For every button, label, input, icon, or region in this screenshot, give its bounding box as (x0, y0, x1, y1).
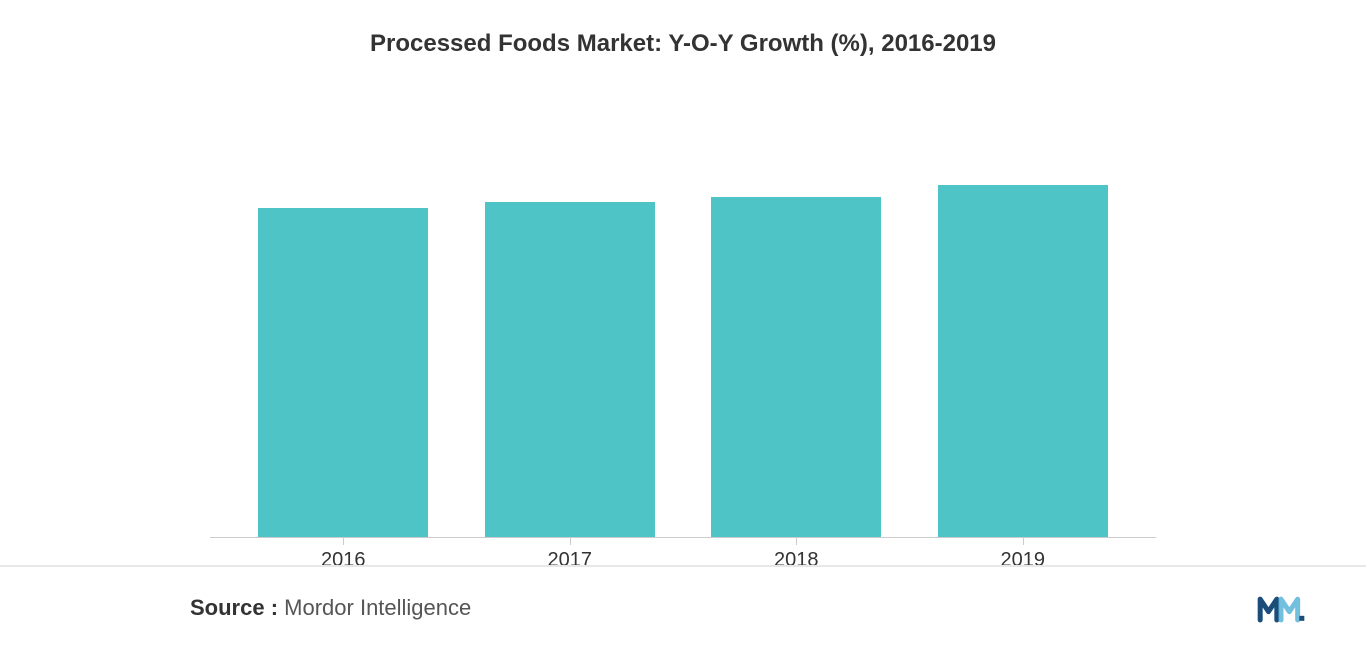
tick-mark (343, 537, 344, 545)
source-name: Mordor Intelligence (284, 595, 471, 620)
bar-label: 2016 (321, 549, 366, 572)
bar-group-2018: 2018 (683, 98, 910, 537)
chart-title: Processed Foods Market: Y-O-Y Growth (%)… (40, 30, 1326, 58)
bar-group-2019: 2019 (910, 98, 1137, 537)
logo-svg (1256, 590, 1306, 625)
footer: Source : Mordor Intelligence (190, 590, 1306, 625)
bar-group-2016: 2016 (230, 98, 457, 537)
footer-divider (0, 565, 1366, 567)
source-attribution: Source : Mordor Intelligence (190, 595, 471, 621)
bar-group-2017: 2017 (457, 98, 684, 537)
tick-mark (1023, 537, 1024, 545)
bar-label: 2018 (774, 549, 819, 572)
bar-2018 (711, 197, 881, 537)
bar-2017 (485, 202, 655, 537)
plot-area: 2016 2017 2018 2019 (210, 98, 1156, 538)
chart-container: Processed Foods Market: Y-O-Y Growth (%)… (0, 0, 1366, 655)
bar-label: 2017 (548, 549, 593, 572)
bar-label: 2019 (1001, 549, 1046, 572)
bar-2016 (258, 208, 428, 537)
tick-mark (796, 537, 797, 545)
mordor-logo-icon (1256, 590, 1306, 625)
bar-2019 (938, 185, 1108, 537)
source-label: Source : (190, 595, 278, 620)
tick-mark (570, 537, 571, 545)
